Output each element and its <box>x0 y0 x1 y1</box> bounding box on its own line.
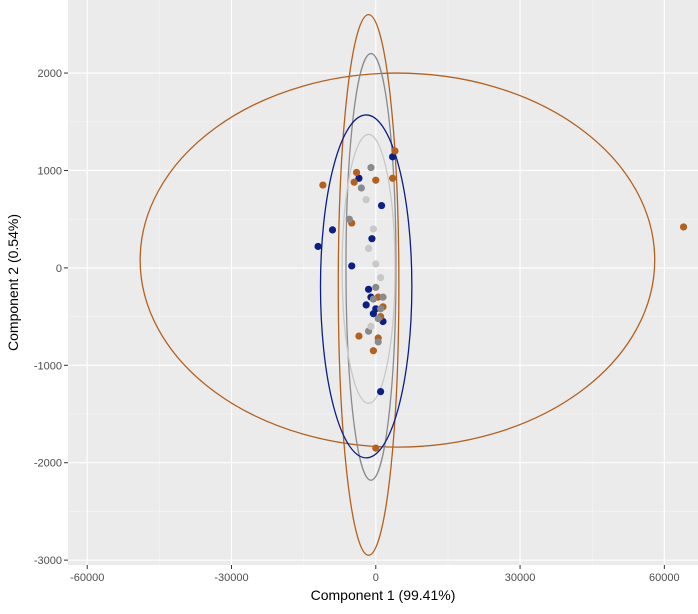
data-point <box>314 242 322 251</box>
data-point <box>369 225 377 233</box>
x-axis-title: Component 1 (99.41%) <box>311 587 456 603</box>
data-point <box>374 314 382 323</box>
confidence-ellipse <box>139 72 656 448</box>
grid-major <box>68 0 698 565</box>
y-tick-label: -2000 <box>34 458 62 470</box>
data-points <box>314 147 688 452</box>
data-point <box>372 176 380 184</box>
data-point <box>389 153 397 161</box>
x-tick-label: -30000 <box>214 572 248 584</box>
data-point <box>376 305 385 313</box>
y-tick-label: 2000 <box>38 68 62 80</box>
data-point <box>374 338 382 346</box>
data-point <box>319 181 327 189</box>
data-point <box>368 235 376 243</box>
data-point <box>367 322 375 330</box>
confidence-ellipse <box>337 13 400 556</box>
x-tick-label: 30000 <box>505 572 536 584</box>
data-point <box>379 293 387 301</box>
data-point <box>362 301 370 309</box>
data-point <box>372 444 380 452</box>
confidence-ellipse <box>345 52 397 481</box>
y-tick-label: -3000 <box>34 555 62 567</box>
data-point <box>355 332 363 340</box>
x-tick-label: 60000 <box>649 572 680 584</box>
y-tick-label: 1000 <box>38 165 62 177</box>
data-point <box>679 223 688 231</box>
data-point <box>369 295 377 303</box>
x-tick-label: 0 <box>373 572 379 584</box>
data-point <box>355 174 363 182</box>
data-point <box>376 388 385 396</box>
data-point <box>372 260 380 268</box>
plot-panel <box>68 0 698 565</box>
confidence-ellipse <box>341 133 396 404</box>
data-point <box>328 226 337 234</box>
data-point <box>364 244 373 253</box>
y-axis-title: Component 2 (0.54%) <box>5 214 21 351</box>
data-point <box>350 178 358 186</box>
grid-minor <box>68 0 698 565</box>
y-tick-label: -1000 <box>34 360 62 372</box>
confidence-ellipses <box>139 13 656 556</box>
data-point <box>352 168 361 177</box>
data-point <box>389 174 397 182</box>
data-point <box>367 163 375 172</box>
data-point <box>377 201 386 210</box>
confidence-ellipse <box>319 114 413 459</box>
data-point <box>357 184 365 192</box>
data-point <box>364 285 373 293</box>
data-point <box>391 147 399 155</box>
y-tick-label: 0 <box>56 263 62 275</box>
data-point <box>372 283 380 291</box>
data-point <box>345 215 353 223</box>
data-point <box>369 347 377 355</box>
x-axis-ticks: -60000 -30000 0 30000 60000 <box>70 565 680 584</box>
x-tick-label: -60000 <box>70 572 104 584</box>
data-point <box>376 274 385 282</box>
data-point <box>348 262 356 270</box>
y-axis-ticks: -3000 -2000 -1000 0 1000 2000 <box>34 68 68 567</box>
data-point <box>362 196 370 204</box>
